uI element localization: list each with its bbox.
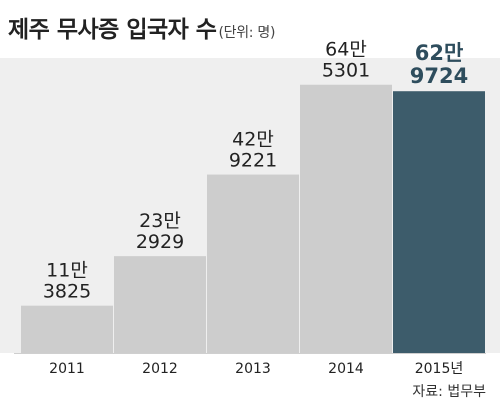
value-label-2014-line1: 64만 <box>325 39 367 61</box>
source-label: 자료: 법무부 <box>412 384 486 400</box>
bar-2012 <box>114 256 206 353</box>
bar-2013 <box>207 174 299 353</box>
value-label-2015년-line1: 62만 <box>415 41 464 65</box>
unit-label: (단위: 명) <box>218 25 276 41</box>
value-label-2013-line2: 9221 <box>229 150 277 172</box>
x-tick-label-2013: 2013 <box>235 361 271 377</box>
value-label-2011-line2: 3825 <box>43 281 91 303</box>
value-label-2011-line1: 11만 <box>46 260 88 282</box>
bar-2015년 <box>393 91 485 354</box>
value-label-2013-line1: 42만 <box>232 129 274 151</box>
bar-2014 <box>300 84 392 353</box>
chart-title: 제주 무사증 입국자 수 (단위: 명) <box>8 10 275 44</box>
x-tick-label-2014: 2014 <box>328 361 364 377</box>
x-tick-label-2012: 2012 <box>142 361 178 377</box>
x-tick-label-2015년: 2015년 <box>415 361 464 377</box>
value-label-2014-line2: 5301 <box>322 60 370 82</box>
title-text: 제주 무사증 입국자 수 <box>8 17 217 43</box>
value-label-2015년-line2: 9724 <box>410 64 468 88</box>
x-tick-label-2011: 2011 <box>49 361 85 377</box>
x-axis-line <box>14 353 486 354</box>
bar-2011 <box>21 305 113 353</box>
value-label-2012-line1: 23만 <box>139 210 181 232</box>
value-label-2012-line2: 2929 <box>136 231 184 253</box>
